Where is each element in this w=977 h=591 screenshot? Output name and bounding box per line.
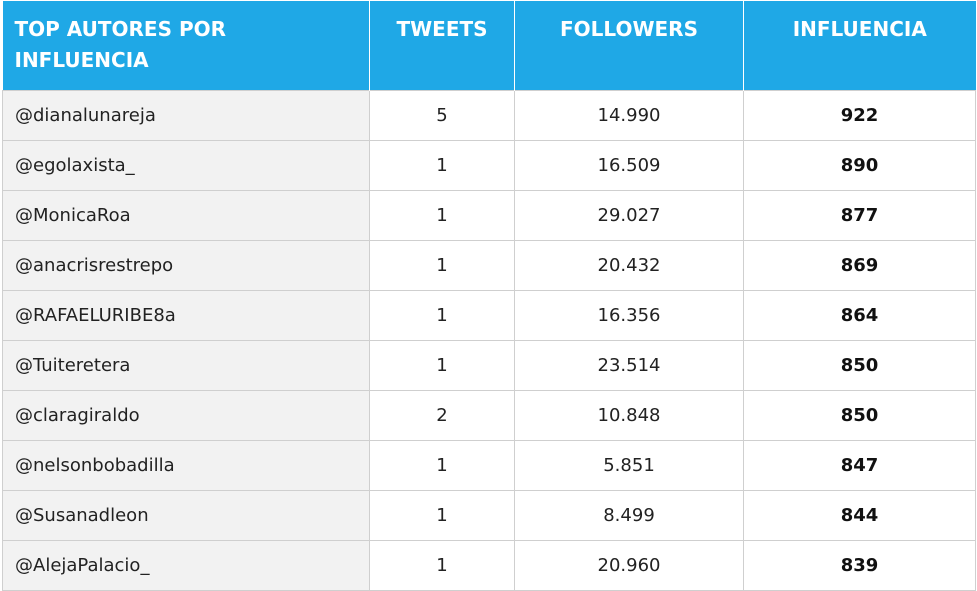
influence-cell: 864 [743,289,976,341]
tweets-cell: 1 [369,489,515,541]
header-influence: INFLUENCIA [743,1,976,90]
author-cell: @AlejaPalacio_ [2,539,370,591]
author-cell: @anacrisrestrepo [2,239,370,291]
table-row: @anacrisrestrepo 1 20.432 869 [2,239,976,291]
tweets-cell: 2 [369,389,515,441]
followers-cell: 20.432 [514,239,744,291]
tweets-cell: 1 [369,189,515,241]
author-cell: @egolaxista_ [2,139,370,191]
influence-cell: 869 [743,239,976,291]
followers-cell: 23.514 [514,339,744,391]
followers-cell: 20.960 [514,539,744,591]
followers-cell: 14.990 [514,89,744,141]
influence-cell: 844 [743,489,976,541]
author-cell: @dianalunareja [2,89,370,141]
header-tweets: TWEETS [369,1,515,90]
author-cell: @MonicaRoa [2,189,370,241]
author-cell: @RAFAELURIBE8a [2,289,370,341]
table-header-row: TOP AUTORES POR INFLUENCIA TWEETS FOLLOW… [2,1,976,90]
tweets-cell: 1 [369,239,515,291]
tweets-cell: 1 [369,539,515,591]
table-row: @claragiraldo 2 10.848 850 [2,389,976,441]
header-authors: TOP AUTORES POR INFLUENCIA [2,1,370,90]
followers-cell: 16.509 [514,139,744,191]
table-row: @Tuiteretera 1 23.514 850 [2,339,976,391]
followers-cell: 5.851 [514,439,744,491]
author-cell: @Tuiteretera [2,339,370,391]
influence-cell: 890 [743,139,976,191]
followers-cell: 8.499 [514,489,744,541]
author-cell: @Susanadleon [2,489,370,541]
influence-cell: 839 [743,539,976,591]
influence-cell: 877 [743,189,976,241]
table-row: @RAFAELURIBE8a 1 16.356 864 [2,289,976,341]
table-row: @MonicaRoa 1 29.027 877 [2,189,976,241]
header-followers: FOLLOWERS [514,1,744,90]
table-row: @nelsonbobadilla 1 5.851 847 [2,439,976,491]
table-row: @AlejaPalacio_ 1 20.960 839 [2,539,976,591]
table-row: @egolaxista_ 1 16.509 890 [2,139,976,191]
tweets-cell: 1 [369,289,515,341]
tweets-cell: 5 [369,89,515,141]
influence-cell: 850 [743,389,976,441]
followers-cell: 10.848 [514,389,744,441]
followers-cell: 29.027 [514,189,744,241]
influence-cell: 850 [743,339,976,391]
table-row: @dianalunareja 5 14.990 922 [2,89,976,141]
influence-cell: 922 [743,89,976,141]
author-cell: @claragiraldo [2,389,370,441]
influence-cell: 847 [743,439,976,491]
author-cell: @nelsonbobadilla [2,439,370,491]
table-row: @Susanadleon 1 8.499 844 [2,489,976,541]
tweets-cell: 1 [369,139,515,191]
tweets-cell: 1 [369,439,515,491]
followers-cell: 16.356 [514,289,744,341]
tweets-cell: 1 [369,339,515,391]
